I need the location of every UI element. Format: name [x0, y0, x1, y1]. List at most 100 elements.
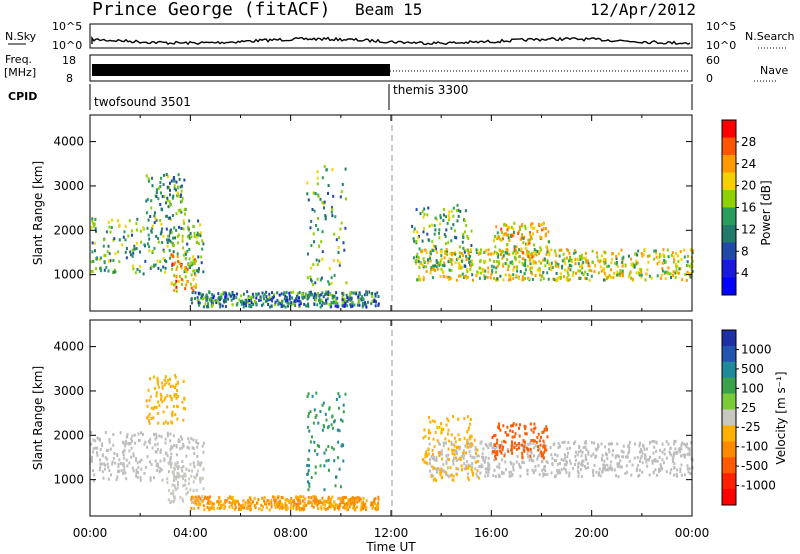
scatter-cell: [675, 251, 678, 255]
scatter-cell: [164, 420, 167, 424]
scatter-cell: [246, 501, 249, 505]
scatter-cell: [153, 214, 156, 218]
scatter-cell: [178, 261, 181, 265]
scatter-cell: [282, 293, 285, 296]
scatter-cell: [450, 253, 453, 257]
scatter-cell: [557, 265, 560, 269]
scatter-cell: [661, 442, 664, 446]
scatter-cell: [542, 445, 545, 449]
scatter-cell: [216, 506, 219, 510]
scatter-cell: [432, 249, 434, 252]
scatter-cell: [192, 255, 195, 259]
scatter-cell: [603, 267, 606, 271]
colorbar-swatch: [722, 277, 736, 296]
scatter-cell: [303, 507, 306, 511]
scatter-cell: [186, 267, 189, 271]
scatter-cell: [220, 296, 223, 300]
scatter-cell: [512, 462, 515, 466]
scatter-cell: [298, 291, 301, 294]
scatter-cell: [336, 302, 339, 306]
scatter-cell: [526, 469, 529, 473]
scatter-cell: [633, 265, 636, 269]
scatter-cell: [149, 215, 152, 218]
scatter-cell: [415, 261, 417, 265]
scatter-cell: [159, 392, 162, 396]
scatter-cell: [165, 201, 167, 205]
scatter-cell: [428, 415, 430, 419]
scatter-cell: [621, 264, 624, 268]
scatter-cell: [630, 262, 633, 266]
scatter-cell: [526, 472, 529, 476]
scatter-cell: [128, 219, 131, 223]
scatter-cell: [534, 261, 537, 265]
scatter-cell: [418, 247, 421, 251]
scatter-cell: [347, 498, 350, 502]
scatter-cell: [616, 464, 619, 468]
scatter-cell: [527, 254, 530, 258]
scatter-cell: [444, 437, 447, 441]
y-tick-label: 3000: [53, 179, 84, 193]
scatter-cell: [159, 185, 162, 188]
scatter-cell: [337, 259, 339, 263]
scatter-cell: [465, 466, 468, 470]
scatter-cell: [178, 225, 181, 229]
scatter-cell: [340, 221, 343, 225]
scatter-cell: [596, 255, 599, 259]
scatter-cell: [306, 276, 309, 280]
scatter-cell: [125, 442, 128, 445]
scatter-cell: [527, 238, 530, 242]
scatter-cell: [511, 234, 514, 238]
scatter-cell: [550, 261, 553, 265]
scatter-cell: [501, 470, 504, 474]
scatter-cell: [461, 455, 464, 458]
scatter-cell: [303, 497, 306, 501]
scatter-cell: [91, 455, 93, 459]
scatter-cell: [193, 506, 196, 510]
scatter-cell: [251, 292, 254, 296]
scatter-cell: [174, 486, 177, 490]
scatter-cell: [164, 451, 167, 455]
scatter-cell: [647, 260, 650, 264]
scatter-cell: [673, 473, 676, 477]
colorbar-swatch: [722, 377, 736, 395]
scatter-cell: [412, 237, 415, 241]
scatter-cell: [156, 442, 159, 446]
scatter-cell: [616, 270, 619, 274]
scatter-cell: [495, 445, 498, 449]
scatter-cell: [487, 456, 490, 460]
scatter-cell: [675, 452, 678, 455]
scatter-cell: [328, 303, 331, 306]
scatter-cell: [90, 226, 93, 230]
scatter-cell: [268, 298, 271, 302]
scatter-cell: [655, 251, 658, 255]
scatter-cell: [92, 438, 95, 442]
scatter-cell: [422, 278, 425, 282]
scatter-cell: [564, 268, 567, 272]
scatter-cell: [166, 238, 168, 242]
scatter-cell: [653, 445, 656, 449]
scatter-cell: [365, 305, 368, 309]
scatter-cell: [247, 297, 250, 301]
scatter-cell: [559, 471, 562, 475]
scatter-cell: [493, 235, 496, 239]
scatter-cell: [271, 299, 274, 303]
scatter-cell: [534, 465, 537, 468]
scatter-cell: [512, 468, 515, 472]
scatter-cell: [153, 476, 155, 480]
scatter-cell: [656, 473, 659, 477]
scatter-cell: [195, 441, 198, 444]
scatter-cell: [607, 448, 610, 452]
colorbar-swatch: [722, 489, 736, 506]
scatter-cell: [99, 448, 102, 451]
scatter-cell: [105, 230, 108, 234]
scatter-cell: [683, 442, 686, 446]
scatter-cell: [172, 244, 174, 248]
scatter-cell: [309, 500, 312, 504]
scatter-cell: [349, 296, 352, 300]
scatter-cell: [539, 235, 541, 239]
scatter-cell: [464, 209, 467, 213]
scatter-cell: [577, 474, 580, 478]
scatter-cell: [196, 469, 199, 473]
scatter-cell: [321, 200, 324, 204]
scatter-cell: [271, 296, 274, 300]
